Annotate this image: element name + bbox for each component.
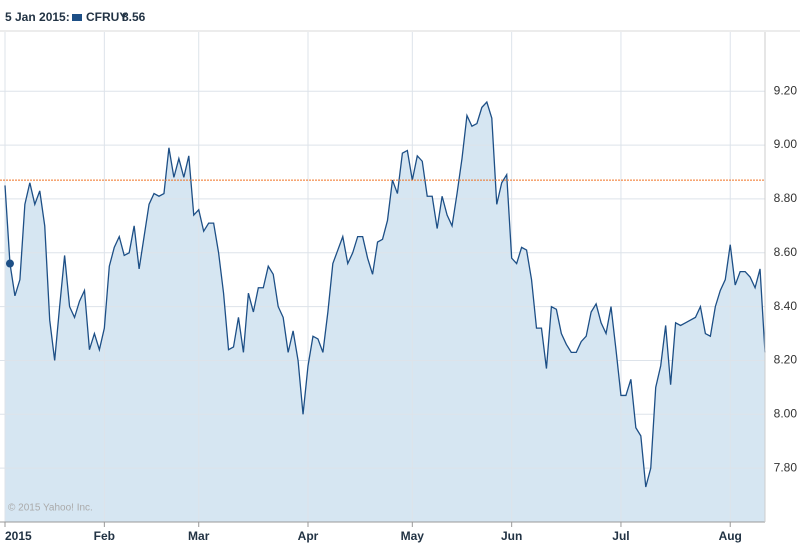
y-tick-label: 7.80 xyxy=(774,460,798,474)
x-tick-label: Jul xyxy=(612,529,629,543)
legend-swatch xyxy=(72,14,82,21)
x-tick-label: Aug xyxy=(719,529,742,543)
hover-date: 5 Jan 2015: xyxy=(5,10,70,24)
y-tick-label: 9.00 xyxy=(774,137,798,151)
x-tick-label: Mar xyxy=(188,529,210,543)
y-tick-label: 8.60 xyxy=(774,245,798,259)
y-tick-label: 8.20 xyxy=(774,353,798,367)
x-tick-label: Jun xyxy=(501,529,522,543)
x-tick-label: May xyxy=(401,529,425,543)
line xyxy=(4,100,766,488)
legend-value: 8.56 xyxy=(122,10,146,24)
x-tick-label: Apr xyxy=(298,529,319,543)
watermark: © 2015 Yahoo! Inc. xyxy=(8,503,93,514)
y-tick-label: 8.00 xyxy=(774,406,798,420)
x-tick-label: 2015 xyxy=(5,529,32,543)
x-tick-label: Feb xyxy=(94,529,115,543)
legend-name: CFRUY xyxy=(86,10,127,24)
hover-marker xyxy=(5,259,14,268)
y-tick-label: 8.80 xyxy=(774,191,798,205)
y-tick-label: 9.20 xyxy=(774,83,798,97)
area xyxy=(5,102,765,522)
y-tick-label: 8.40 xyxy=(774,299,798,313)
